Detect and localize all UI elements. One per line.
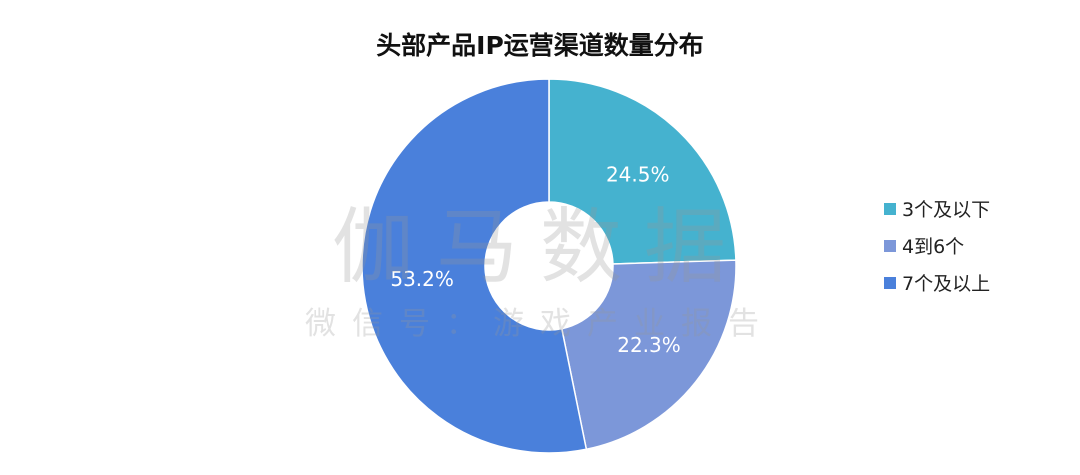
legend-swatch [884, 202, 896, 215]
chart-title: 头部产品IP运营渠道数量分布 [376, 31, 704, 60]
donut-slice [548, 78, 737, 265]
legend-swatch [884, 276, 896, 289]
legend-item: 4到6个 [884, 227, 990, 264]
donut-slice [361, 78, 588, 454]
legend-label: 7个及以上 [902, 273, 991, 295]
legend-item: 3个及以下 [884, 190, 990, 227]
data-label: 24.5% [606, 162, 670, 186]
data-label: 22.3% [617, 333, 681, 357]
data-label: 53.2% [390, 267, 454, 291]
donut-slice [560, 259, 737, 451]
legend: 3个及以下 4到6个 7个及以上 [884, 190, 990, 301]
legend-item: 7个及以上 [884, 264, 990, 301]
legend-swatch [884, 239, 896, 252]
legend-label: 3个及以下 [902, 199, 991, 221]
legend-label: 4到6个 [902, 236, 965, 258]
